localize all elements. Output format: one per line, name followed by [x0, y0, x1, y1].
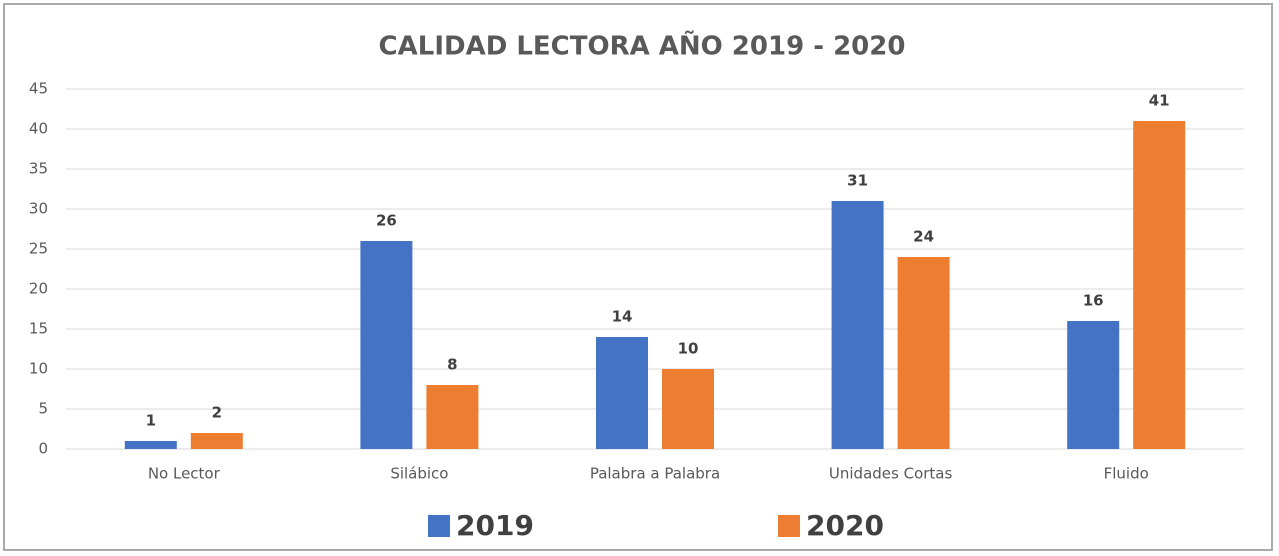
x-tick-label: Palabra a Palabra — [590, 465, 720, 483]
value-label: 10 — [678, 340, 699, 358]
bar — [190, 433, 243, 449]
y-tick-label: 15 — [29, 320, 48, 338]
y-tick-label: 25 — [29, 240, 48, 258]
y-tick-label: 5 — [38, 400, 48, 418]
value-label: 41 — [1149, 92, 1170, 110]
legend-swatch — [428, 515, 450, 537]
bar — [662, 369, 714, 449]
x-tick-label: Silábico — [390, 465, 448, 483]
bar — [124, 441, 177, 449]
bar — [1067, 321, 1120, 449]
x-tick-label: Unidades Cortas — [829, 465, 953, 483]
bar — [831, 201, 884, 449]
value-label: 14 — [612, 308, 633, 326]
legend-label: 2020 — [806, 509, 884, 542]
bar — [596, 337, 648, 449]
chart-frame — [3, 3, 1273, 551]
value-label: 31 — [847, 172, 868, 190]
value-label: 16 — [1083, 292, 1104, 310]
y-tick-label: 20 — [29, 280, 48, 298]
y-tick-label: 40 — [29, 120, 48, 138]
x-tick-label: No Lector — [148, 465, 221, 483]
value-label: 1 — [146, 412, 156, 430]
y-tick-label: 45 — [29, 80, 48, 98]
bar — [360, 241, 413, 449]
legend-swatch — [778, 515, 800, 537]
y-tick-label: 0 — [38, 440, 48, 458]
bar — [426, 385, 479, 449]
bar — [1133, 121, 1186, 449]
value-label: 8 — [447, 356, 457, 374]
y-tick-label: 10 — [29, 360, 48, 378]
legend-label: 2019 — [456, 509, 534, 542]
bar — [897, 257, 950, 449]
value-label: 2 — [212, 404, 222, 422]
value-label: 24 — [913, 228, 934, 246]
chart-title: CALIDAD LECTORA AÑO 2019 - 2020 — [379, 30, 906, 62]
y-tick-label: 35 — [29, 160, 48, 178]
x-tick-label: Fluido — [1104, 465, 1149, 483]
y-tick-label: 30 — [29, 200, 48, 218]
value-label: 26 — [376, 212, 397, 230]
